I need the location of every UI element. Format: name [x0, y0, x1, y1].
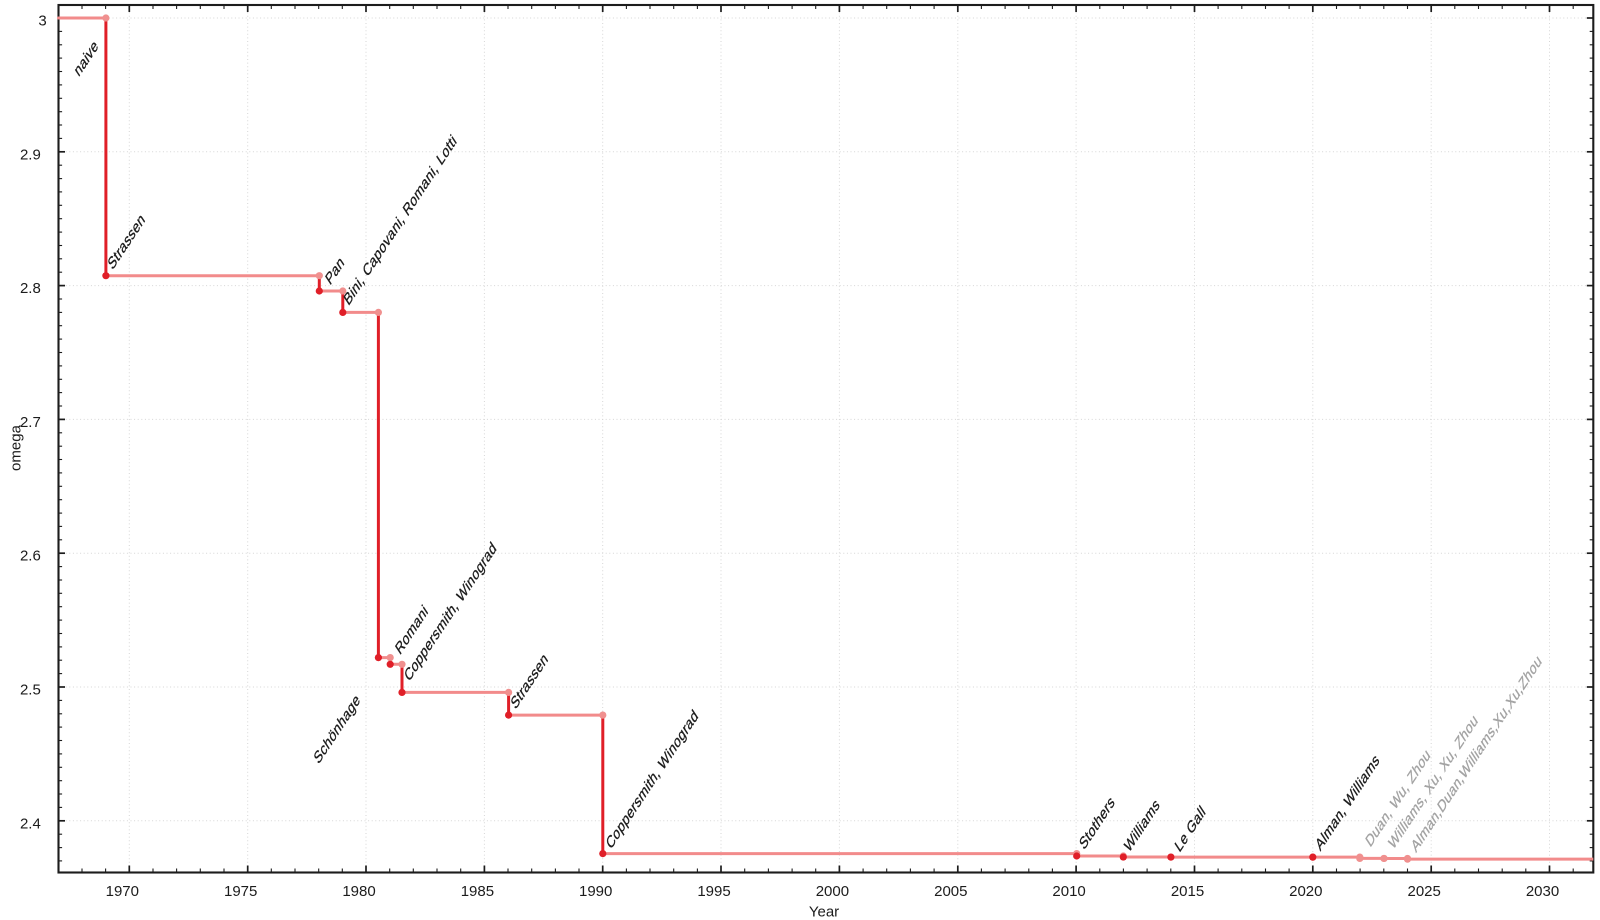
svg-text:1990: 1990: [579, 883, 612, 900]
svg-text:2000: 2000: [816, 883, 849, 900]
svg-text:2.4: 2.4: [20, 815, 41, 832]
svg-text:2.9: 2.9: [20, 146, 41, 163]
svg-text:1985: 1985: [461, 883, 494, 900]
svg-text:2.5: 2.5: [20, 682, 41, 699]
svg-text:3: 3: [38, 13, 46, 30]
svg-text:2.7: 2.7: [20, 414, 41, 431]
svg-text:Year: Year: [809, 904, 839, 920]
svg-text:2030: 2030: [1526, 883, 1559, 900]
svg-text:2015: 2015: [1171, 883, 1204, 900]
svg-text:2005: 2005: [934, 883, 967, 900]
svg-text:2025: 2025: [1408, 883, 1441, 900]
svg-text:2010: 2010: [1052, 883, 1085, 900]
svg-text:omega: omega: [8, 424, 25, 471]
svg-text:2.8: 2.8: [20, 280, 41, 297]
svg-text:1980: 1980: [342, 883, 375, 900]
svg-text:1970: 1970: [106, 883, 139, 900]
svg-text:2.6: 2.6: [20, 548, 41, 565]
svg-text:1975: 1975: [224, 883, 257, 900]
svg-text:1995: 1995: [697, 883, 730, 900]
svg-text:2020: 2020: [1289, 883, 1322, 900]
